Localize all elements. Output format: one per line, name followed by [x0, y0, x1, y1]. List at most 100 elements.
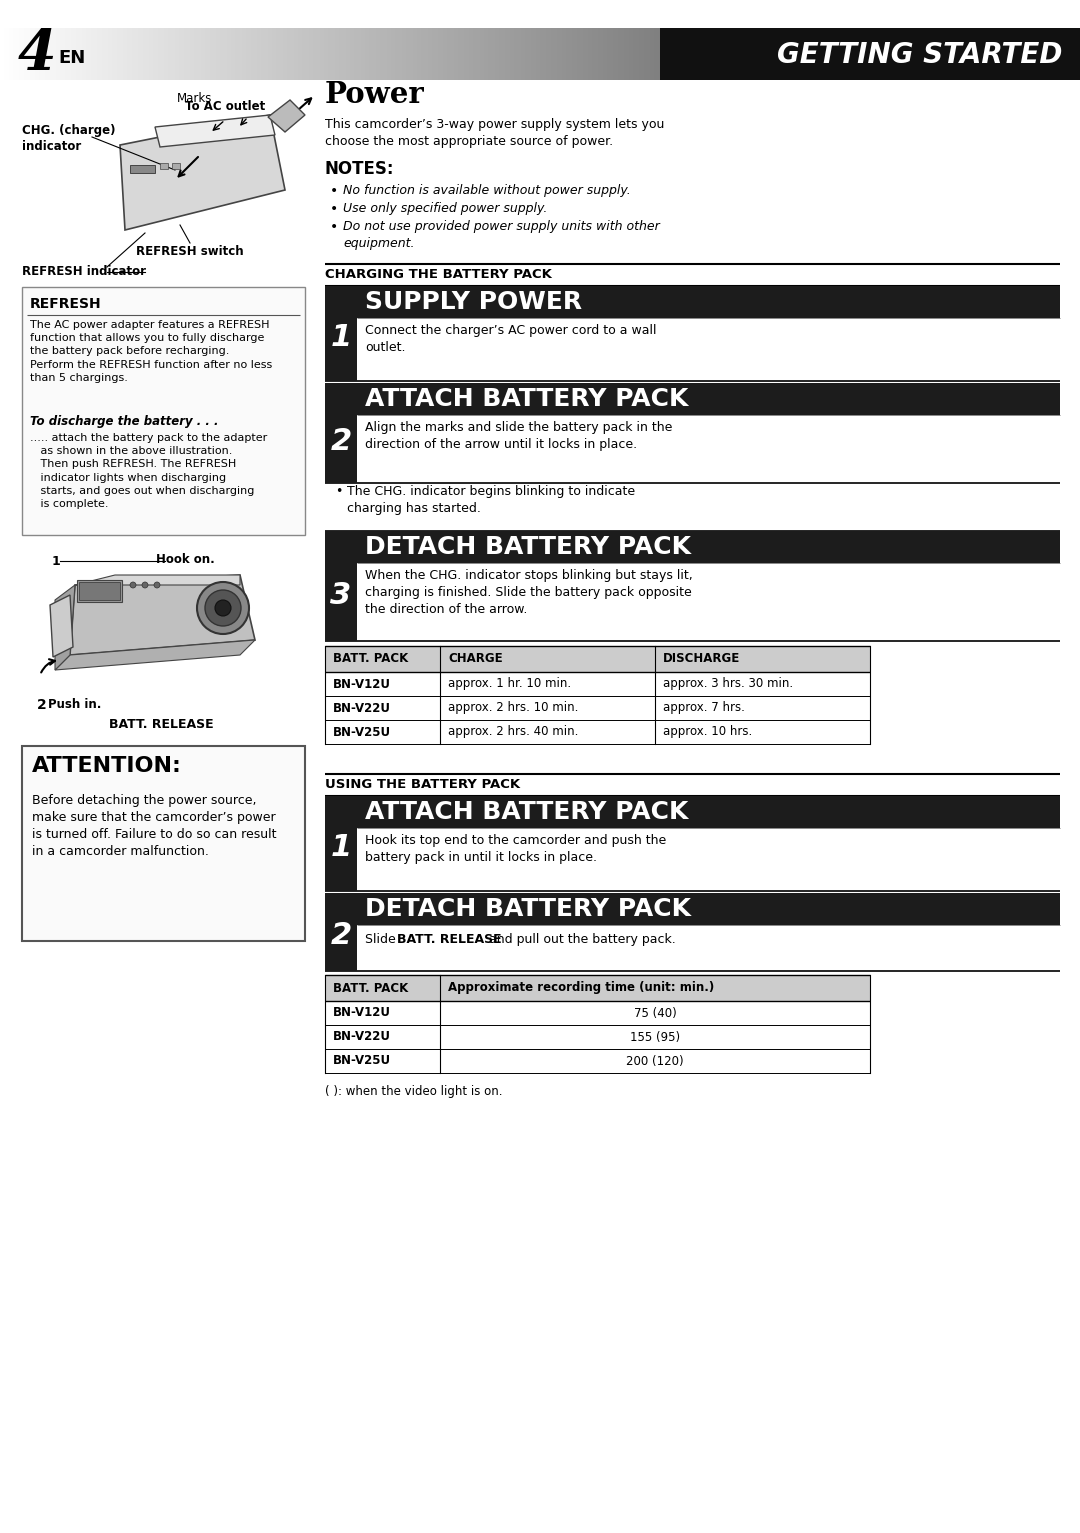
- Bar: [207, 28, 210, 80]
- Bar: [968, 28, 970, 80]
- Bar: [1007, 28, 1009, 80]
- Bar: [756, 28, 758, 80]
- Bar: [780, 28, 782, 80]
- Bar: [253, 28, 255, 80]
- Bar: [374, 28, 376, 80]
- Text: No function is available without power supply.: No function is available without power s…: [343, 184, 631, 198]
- Bar: [531, 28, 534, 80]
- Bar: [17, 28, 19, 80]
- Bar: [261, 28, 264, 80]
- Text: approx. 10 hrs.: approx. 10 hrs.: [663, 725, 753, 739]
- Bar: [592, 28, 594, 80]
- Bar: [689, 28, 691, 80]
- Bar: [205, 28, 207, 80]
- Bar: [775, 28, 778, 80]
- Bar: [862, 28, 864, 80]
- Text: CHARGE: CHARGE: [448, 653, 502, 665]
- Bar: [1048, 28, 1050, 80]
- Bar: [80, 28, 82, 80]
- Text: BATT. PACK: BATT. PACK: [333, 981, 408, 995]
- Bar: [413, 28, 415, 80]
- Bar: [52, 28, 54, 80]
- Bar: [963, 28, 966, 80]
- Bar: [685, 28, 687, 80]
- Text: BN-V25U: BN-V25U: [333, 1055, 391, 1067]
- Bar: [499, 28, 501, 80]
- Bar: [274, 28, 276, 80]
- Bar: [281, 28, 283, 80]
- Text: Slide: Slide: [365, 934, 400, 946]
- Bar: [1004, 28, 1007, 80]
- Bar: [559, 28, 562, 80]
- Bar: [149, 28, 151, 80]
- Bar: [927, 28, 929, 80]
- Bar: [19, 28, 22, 80]
- Text: REFRESH switch: REFRESH switch: [136, 245, 244, 258]
- Bar: [37, 28, 39, 80]
- Bar: [426, 28, 428, 80]
- Bar: [503, 28, 505, 80]
- Bar: [955, 28, 957, 80]
- Bar: [69, 28, 71, 80]
- Bar: [676, 28, 678, 80]
- Bar: [2, 28, 4, 80]
- Bar: [112, 28, 114, 80]
- Bar: [136, 28, 138, 80]
- Bar: [680, 28, 683, 80]
- Bar: [711, 28, 713, 80]
- Bar: [1063, 28, 1065, 80]
- Bar: [272, 28, 274, 80]
- Bar: [981, 28, 983, 80]
- Bar: [227, 28, 229, 80]
- Bar: [325, 530, 357, 641]
- Bar: [806, 28, 808, 80]
- Bar: [778, 28, 780, 80]
- Bar: [810, 28, 812, 80]
- Bar: [691, 28, 693, 80]
- Bar: [186, 28, 188, 80]
- Bar: [570, 28, 572, 80]
- Bar: [289, 28, 292, 80]
- Bar: [421, 28, 423, 80]
- Bar: [546, 28, 549, 80]
- Bar: [896, 28, 899, 80]
- Bar: [315, 28, 318, 80]
- Bar: [1043, 28, 1045, 80]
- Bar: [534, 28, 536, 80]
- Bar: [257, 28, 259, 80]
- Bar: [24, 28, 26, 80]
- Bar: [799, 28, 801, 80]
- Bar: [298, 28, 300, 80]
- Bar: [743, 28, 745, 80]
- Text: Before detaching the power source,
make sure that the camcorder’s power
is turne: Before detaching the power source, make …: [32, 794, 276, 858]
- Bar: [110, 28, 112, 80]
- Bar: [674, 28, 676, 80]
- Bar: [572, 28, 575, 80]
- Bar: [931, 28, 933, 80]
- Bar: [726, 28, 728, 80]
- Bar: [816, 28, 819, 80]
- Bar: [134, 28, 136, 80]
- Bar: [4, 28, 6, 80]
- Bar: [179, 28, 181, 80]
- Bar: [151, 28, 153, 80]
- Bar: [1054, 28, 1056, 80]
- Bar: [307, 28, 309, 80]
- Bar: [665, 28, 667, 80]
- Bar: [387, 28, 389, 80]
- Bar: [646, 28, 648, 80]
- Bar: [13, 28, 15, 80]
- Bar: [222, 28, 225, 80]
- Bar: [99, 28, 102, 80]
- Bar: [836, 28, 838, 80]
- Text: 1: 1: [330, 323, 352, 353]
- Bar: [194, 28, 197, 80]
- Bar: [91, 28, 93, 80]
- Bar: [961, 28, 963, 80]
- Text: •: •: [335, 484, 342, 498]
- Bar: [568, 28, 570, 80]
- Bar: [922, 28, 924, 80]
- Text: Hook its top end to the camcorder and push the
battery pack in until it locks in: Hook its top end to the camcorder and pu…: [365, 834, 666, 865]
- Bar: [357, 796, 1059, 828]
- Bar: [210, 28, 212, 80]
